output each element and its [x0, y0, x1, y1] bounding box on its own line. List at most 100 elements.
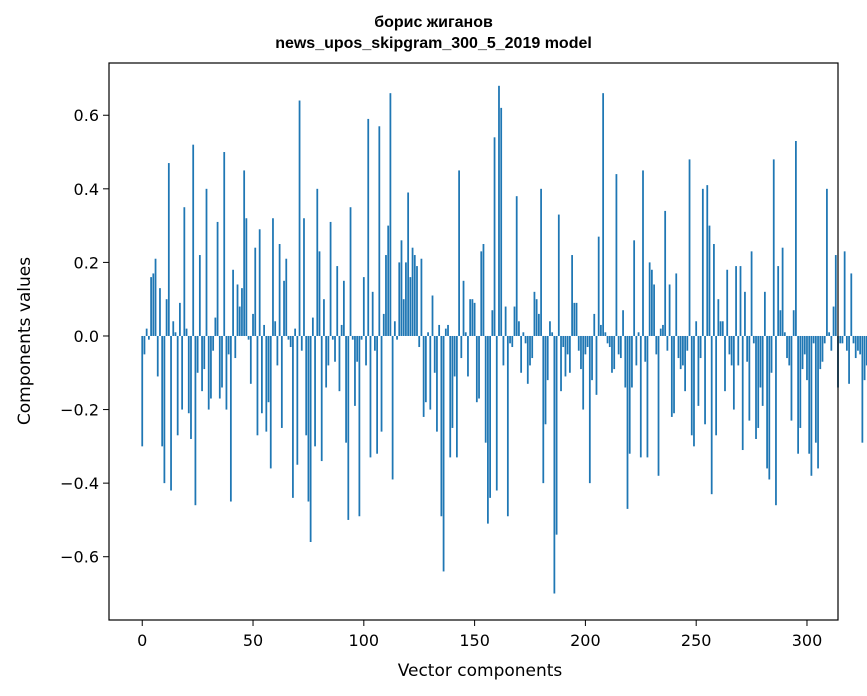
bar-291	[786, 335, 788, 359]
bar-191	[564, 335, 567, 377]
bar-81	[320, 335, 323, 462]
y-tick-label: 0.6	[74, 106, 99, 125]
bar-19	[183, 207, 186, 336]
bar-210	[606, 335, 609, 344]
bar-163	[502, 335, 505, 366]
bar-121	[409, 277, 412, 336]
bar-177	[533, 291, 536, 336]
bar-154	[482, 244, 485, 336]
bar-4	[150, 277, 152, 336]
bar-0	[141, 335, 144, 447]
bar-6	[154, 258, 157, 336]
bar-18	[181, 335, 184, 410]
bar-220	[628, 335, 631, 454]
x-tick-label: 100	[349, 631, 380, 650]
bar-187	[555, 335, 558, 535]
bar-137	[444, 328, 447, 336]
bar-212	[611, 335, 613, 373]
bar-141	[453, 335, 456, 377]
bar-33	[214, 317, 217, 336]
bar-306	[819, 335, 822, 370]
bar-265	[728, 335, 731, 355]
bar-130	[429, 335, 432, 410]
bar-100	[362, 277, 365, 336]
bar-126	[420, 258, 423, 336]
bar-2	[145, 328, 148, 336]
bar-172	[522, 332, 525, 336]
bar-26	[198, 255, 201, 336]
bar-203	[591, 335, 593, 381]
bar-153	[480, 251, 483, 336]
bar-107	[378, 126, 381, 336]
bar-129	[427, 332, 429, 336]
bar-120	[407, 192, 410, 336]
x-axis: 0 50 100 150 200 250 300	[137, 620, 822, 650]
bar-245	[684, 335, 686, 392]
bar-192	[566, 335, 569, 355]
bar-12	[167, 163, 170, 336]
bar-3	[148, 335, 150, 340]
bar-10	[163, 335, 166, 484]
bar-198	[580, 335, 582, 370]
bar-138	[447, 324, 449, 336]
bar-25	[196, 335, 199, 373]
bar-250	[695, 321, 698, 336]
bar-252	[699, 335, 702, 359]
bar-145	[462, 280, 465, 336]
bar-142	[456, 335, 458, 458]
bar-42	[234, 335, 237, 359]
bar-327	[865, 335, 867, 366]
bar-208	[602, 93, 605, 336]
bar-125	[418, 335, 421, 348]
bar-268	[735, 266, 737, 336]
y-tick-label: 0.0	[74, 327, 99, 346]
bar-270	[739, 266, 742, 336]
bar-8	[159, 288, 161, 336]
bar-184	[549, 321, 551, 336]
bar-296	[797, 335, 799, 454]
bar-148	[469, 299, 472, 336]
bar-56	[265, 335, 268, 432]
bar-279	[759, 335, 762, 388]
bar-28	[203, 335, 206, 370]
bar-223	[635, 335, 638, 366]
bar-106	[376, 335, 378, 454]
bar-315	[839, 335, 842, 344]
bar-280	[761, 335, 764, 406]
bar-298	[801, 335, 804, 370]
bar-294	[792, 310, 795, 336]
bar-309	[826, 188, 828, 336]
bar-215	[617, 335, 620, 355]
bar-34	[216, 221, 219, 336]
x-tick-label: 150	[459, 631, 490, 650]
bar-83	[325, 335, 328, 388]
chart-title-block: борис жиганов news_upos_skipgram_300_5_2…	[0, 12, 867, 54]
bar-49	[249, 335, 252, 384]
bar-134	[438, 324, 441, 336]
bar-249	[693, 335, 695, 447]
bar-205	[595, 335, 598, 395]
bar-226	[642, 170, 644, 336]
bar-185	[551, 332, 554, 336]
bar-232	[655, 335, 658, 355]
bar-283	[768, 335, 771, 480]
bar-90	[340, 324, 343, 336]
bar-64	[283, 280, 285, 336]
bar-175	[529, 335, 531, 366]
bar-214	[615, 174, 618, 336]
bar-77	[311, 317, 314, 336]
bar-257	[710, 335, 713, 495]
bar-158	[491, 310, 494, 336]
bar-52	[256, 335, 259, 436]
bar-274	[748, 335, 751, 421]
bar-176	[531, 335, 534, 359]
bar-32	[212, 335, 215, 351]
bar-326	[863, 335, 866, 381]
chart-title: борис жиганов	[374, 14, 493, 31]
bar-236	[664, 210, 667, 336]
bar-190	[562, 335, 565, 348]
bar-98	[358, 335, 361, 517]
bar-217	[622, 310, 624, 336]
bar-114	[393, 321, 396, 336]
